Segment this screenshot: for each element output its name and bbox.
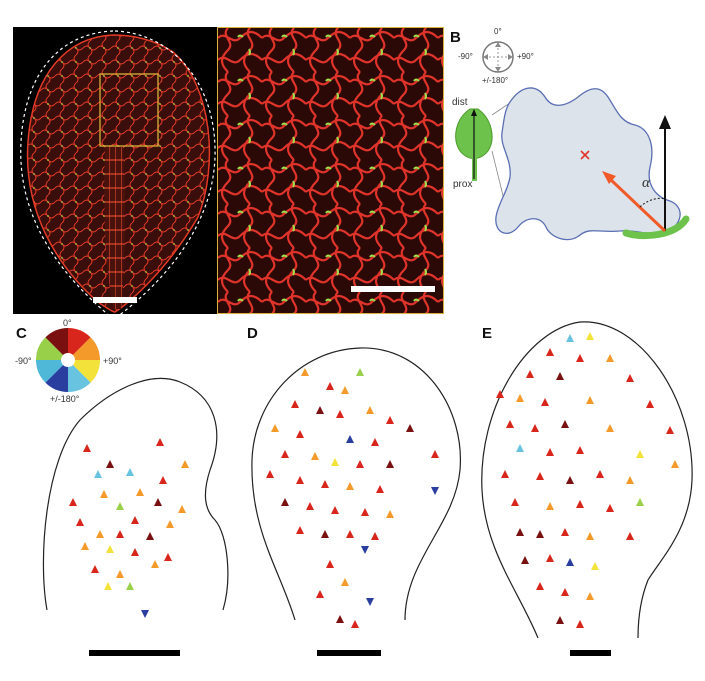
angle-arc	[639, 197, 666, 208]
leaf-outline-dashed-right	[114, 30, 216, 314]
polarity-arrow	[602, 171, 616, 184]
polarity-marker	[622, 215, 690, 240]
inset-box	[99, 73, 159, 147]
wheel-label-top: 0°	[63, 318, 72, 328]
wheel-label-left: -90°	[15, 356, 32, 366]
scale-bar-a-zoom	[351, 286, 435, 292]
panel-label-e: E	[482, 325, 493, 342]
dist-label: dist	[452, 97, 468, 108]
leaf-outline-dashed	[20, 30, 114, 314]
compass-label-bottom: +/-180°	[482, 76, 509, 85]
centroid-marker	[580, 150, 590, 160]
midrib	[104, 147, 126, 309]
compass-icon	[482, 41, 514, 73]
orientation-schematic-panel: 0° -90° +90° +/-180° dist prox α	[450, 27, 700, 252]
scale-bar-e	[570, 650, 611, 656]
polarity-arrows-c	[69, 438, 189, 618]
wheel-label-bottom: +/-180°	[50, 394, 80, 404]
polarity-map-d	[240, 320, 470, 665]
zoomed-cells	[218, 28, 443, 313]
panel-label-d: D	[247, 325, 258, 342]
compass-label-left: -90°	[458, 52, 473, 61]
polarity-map-c: 0° -90° +90° +/-180°	[10, 318, 235, 665]
scale-bar-c	[89, 650, 180, 656]
polarity-map-e	[470, 320, 702, 665]
leaf-outline-c	[42, 377, 229, 611]
leaf-outline-e	[481, 321, 693, 639]
leaf-outline-d	[251, 347, 462, 621]
reference-arrow	[659, 115, 671, 129]
cell-pattern	[218, 28, 443, 313]
leaf-micrograph-panel	[13, 27, 217, 314]
scale-bar-d	[317, 650, 381, 656]
zoomed-cells-panel	[217, 27, 444, 314]
leaf-micrograph	[20, 30, 216, 314]
epidermal-cell	[495, 87, 681, 241]
leaf-icon	[455, 108, 493, 181]
panel-label-c: C	[16, 325, 27, 342]
compass-label-top: 0°	[494, 27, 502, 36]
wheel-label-right: +90°	[103, 356, 122, 366]
polarity-map-c-svg	[36, 328, 229, 656]
polarity-map-d-svg	[251, 347, 462, 656]
prox-label: prox	[453, 179, 473, 190]
compass-label-right: +90°	[517, 52, 534, 61]
alpha-label: α	[642, 175, 650, 191]
polarity-map-e-svg	[481, 321, 693, 656]
panel-label-b: B	[450, 29, 461, 46]
scale-bar-a	[93, 297, 137, 303]
orientation-schematic	[455, 41, 690, 241]
polarity-arrows-e	[496, 332, 679, 628]
color-wheel-icon	[36, 328, 100, 392]
polarity-arrows-d	[266, 368, 439, 628]
